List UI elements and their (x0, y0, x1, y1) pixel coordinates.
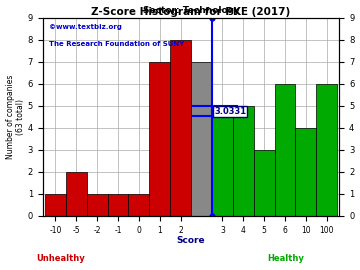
Bar (129, 194, 149, 216)
Bar (170, 40, 191, 216)
Bar (87, 194, 108, 216)
Bar (149, 62, 170, 216)
Bar (254, 150, 275, 216)
Bar (316, 84, 337, 216)
Bar (233, 106, 254, 216)
Bar (108, 194, 129, 216)
Y-axis label: Number of companies
(63 total): Number of companies (63 total) (5, 75, 25, 159)
Bar (275, 84, 296, 216)
Text: ©www.textbiz.org: ©www.textbiz.org (49, 23, 122, 30)
Title: Z-Score Histogram for PKE (2017): Z-Score Histogram for PKE (2017) (91, 7, 291, 17)
Bar (191, 62, 212, 216)
Bar (212, 106, 233, 216)
Bar (296, 128, 316, 216)
Text: Healthy: Healthy (267, 254, 305, 263)
X-axis label: Score: Score (177, 236, 206, 245)
Text: 3.0331: 3.0331 (214, 107, 246, 116)
Bar (66, 172, 87, 216)
Text: Sector: Technology: Sector: Technology (143, 6, 239, 15)
Text: Unhealthy: Unhealthy (36, 254, 85, 263)
Text: The Research Foundation of SUNY: The Research Foundation of SUNY (49, 42, 184, 48)
Bar (45, 194, 66, 216)
